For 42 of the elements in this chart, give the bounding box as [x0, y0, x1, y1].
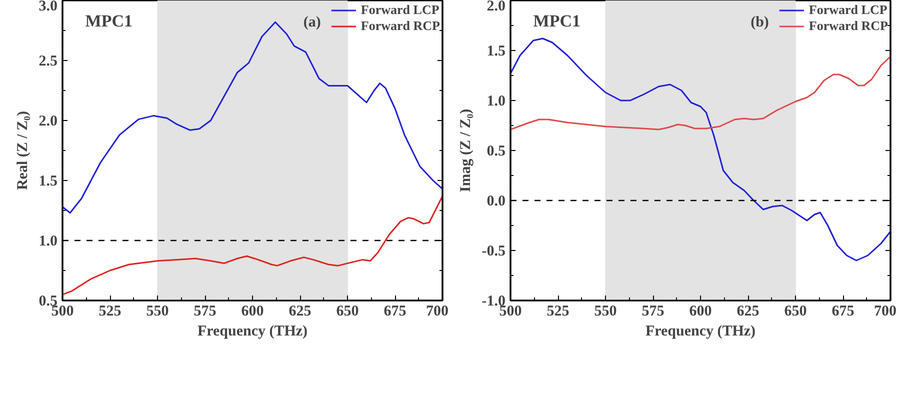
y-tick-label: 2.0 — [486, 0, 506, 14]
x-tick-label: 675 — [384, 304, 406, 320]
x-tick-label: 675 — [832, 304, 854, 320]
x-axis-title: Frequency (THz) — [645, 324, 756, 340]
x-axis-title: Frequency (THz) — [197, 324, 308, 340]
y-tick-label: 2.0 — [38, 114, 58, 130]
y-axis-title: Imag (Z / Z₀) — [458, 108, 474, 192]
legend-label: Forward LCP — [808, 2, 888, 18]
y-tick-label: 2.5 — [38, 54, 58, 70]
x-tick-label: 575 — [642, 304, 664, 320]
line-series — [62, 195, 442, 296]
y-tick-label: 1.0 — [38, 234, 58, 250]
x-tick-label: 650 — [336, 304, 359, 320]
annotation: (a) — [303, 14, 321, 30]
y-tick-label: 0.5 — [486, 144, 506, 160]
y-axis-title: Real (Z / Z₀) — [14, 110, 31, 190]
x-tick-label: 600 — [241, 304, 264, 320]
legend-label: Forward RCP — [808, 18, 888, 34]
legend-label: Forward RCP — [360, 18, 440, 34]
annotation: MPC1 — [85, 12, 133, 30]
y-tick-label: 1.5 — [486, 44, 506, 60]
y-tick-label: 1.5 — [38, 174, 58, 190]
x-tick-label: 625 — [288, 304, 312, 320]
x-tick-label: 700 — [874, 304, 896, 320]
x-tick-label: 550 — [594, 304, 617, 320]
y-tick-label: 1.0 — [486, 94, 506, 110]
line-series — [510, 56, 890, 130]
y-tick-label: 3.0 — [38, 0, 58, 14]
y-tick-label: -0.5 — [482, 244, 506, 260]
x-tick-label: 525 — [546, 304, 570, 320]
x-tick-label: 650 — [784, 304, 807, 320]
x-tick-label: 600 — [689, 304, 712, 320]
x-tick-label: 550 — [146, 304, 169, 320]
annotation: MPC1 — [533, 12, 581, 30]
x-tick-label: 575 — [194, 304, 216, 320]
x-tick-label: 700 — [426, 304, 448, 320]
y-tick-label: 0.0 — [486, 194, 506, 210]
legend-label: Forward LCP — [360, 2, 440, 18]
x-tick-label: 525 — [98, 304, 122, 320]
x-tick-label: 625 — [736, 304, 760, 320]
annotation: (b) — [750, 14, 769, 30]
line-series — [510, 38, 890, 262]
